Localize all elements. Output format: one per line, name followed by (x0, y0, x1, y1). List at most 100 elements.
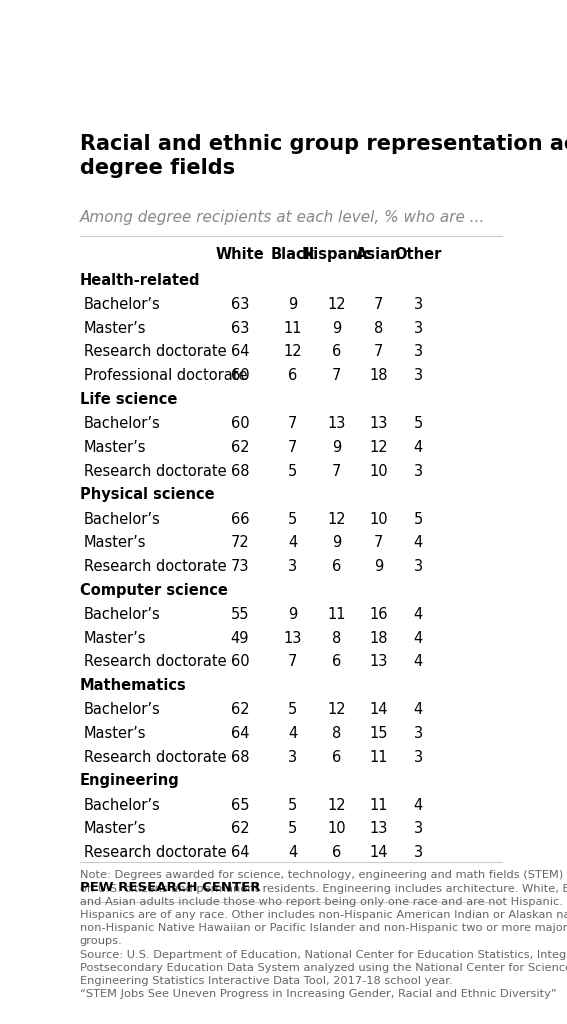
Text: 9: 9 (288, 297, 298, 312)
Text: Bachelor’s: Bachelor’s (84, 702, 161, 718)
Text: 3: 3 (413, 559, 422, 573)
Text: 9: 9 (332, 440, 341, 455)
Text: Master’s: Master’s (84, 321, 146, 336)
Text: 12: 12 (327, 702, 346, 718)
Text: Bachelor’s: Bachelor’s (84, 607, 161, 622)
Text: 68: 68 (231, 464, 249, 478)
Text: 10: 10 (369, 464, 388, 478)
Text: 11: 11 (369, 750, 388, 765)
Text: Among degree recipients at each level, % who are ...: Among degree recipients at each level, %… (79, 210, 485, 224)
Text: Health-related: Health-related (79, 272, 200, 288)
Text: 4: 4 (413, 536, 422, 550)
Text: 5: 5 (288, 464, 298, 478)
Text: 60: 60 (231, 416, 249, 431)
Text: 4: 4 (413, 798, 422, 813)
Text: Bachelor’s: Bachelor’s (84, 416, 161, 431)
Text: 5: 5 (288, 512, 298, 526)
Text: Research doctorate: Research doctorate (84, 654, 227, 670)
Text: 3: 3 (413, 726, 422, 741)
Text: 4: 4 (413, 631, 422, 646)
Text: 6: 6 (332, 750, 341, 765)
Text: Black: Black (270, 248, 315, 262)
Text: Asian: Asian (356, 248, 401, 262)
Text: 62: 62 (231, 702, 249, 718)
Text: 7: 7 (374, 536, 383, 550)
Text: 66: 66 (231, 512, 249, 526)
Text: 8: 8 (332, 726, 341, 741)
Text: 6: 6 (332, 559, 341, 573)
Text: 5: 5 (288, 798, 298, 813)
Text: 9: 9 (332, 321, 341, 336)
Text: Bachelor’s: Bachelor’s (84, 297, 161, 312)
Text: 7: 7 (332, 368, 341, 383)
Text: 63: 63 (231, 297, 249, 312)
Text: 11: 11 (284, 321, 302, 336)
Text: 11: 11 (369, 798, 388, 813)
Text: 5: 5 (413, 416, 422, 431)
Text: White: White (215, 248, 264, 262)
Text: 13: 13 (369, 416, 388, 431)
Text: Physical science: Physical science (79, 487, 214, 502)
Text: Research doctorate: Research doctorate (84, 559, 227, 573)
Text: 18: 18 (369, 631, 388, 646)
Text: 6: 6 (332, 344, 341, 359)
Text: 9: 9 (288, 607, 298, 622)
Text: 72: 72 (231, 536, 249, 550)
Text: Note: Degrees awarded for science, technology, engineering and math fields (STEM: Note: Degrees awarded for science, techn… (79, 870, 567, 999)
Text: 4: 4 (288, 726, 298, 741)
Text: 3: 3 (413, 750, 422, 765)
Text: 3: 3 (413, 297, 422, 312)
Text: 7: 7 (374, 297, 383, 312)
Text: 16: 16 (369, 607, 388, 622)
Text: PEW RESEARCH CENTER: PEW RESEARCH CENTER (79, 881, 260, 894)
Text: 63: 63 (231, 321, 249, 336)
Text: Racial and ethnic group representation across STEM
degree fields: Racial and ethnic group representation a… (79, 134, 567, 178)
Text: 14: 14 (369, 845, 388, 860)
Text: 60: 60 (231, 654, 249, 670)
Text: 64: 64 (231, 344, 249, 359)
Text: 18: 18 (369, 368, 388, 383)
Text: 13: 13 (284, 631, 302, 646)
Text: 7: 7 (288, 416, 298, 431)
Text: 12: 12 (327, 297, 346, 312)
Text: Professional doctorate: Professional doctorate (84, 368, 248, 383)
Text: 9: 9 (374, 559, 383, 573)
Text: Hispanic: Hispanic (302, 248, 372, 262)
Text: 3: 3 (413, 344, 422, 359)
Text: 3: 3 (413, 321, 422, 336)
Text: 3: 3 (413, 821, 422, 837)
Text: 13: 13 (369, 654, 388, 670)
Text: 12: 12 (284, 344, 302, 359)
Text: Master’s: Master’s (84, 440, 146, 455)
Text: Bachelor’s: Bachelor’s (84, 798, 161, 813)
Text: Master’s: Master’s (84, 631, 146, 646)
Text: 4: 4 (413, 702, 422, 718)
Text: 3: 3 (413, 464, 422, 478)
Text: 3: 3 (288, 750, 297, 765)
Text: Research doctorate: Research doctorate (84, 464, 227, 478)
Text: 15: 15 (369, 726, 388, 741)
Text: Mathematics: Mathematics (79, 678, 187, 693)
Text: Master’s: Master’s (84, 536, 146, 550)
Text: 55: 55 (231, 607, 249, 622)
Text: 11: 11 (328, 607, 346, 622)
Text: 7: 7 (288, 440, 298, 455)
Text: 7: 7 (332, 464, 341, 478)
Text: 49: 49 (231, 631, 249, 646)
Text: 13: 13 (328, 416, 346, 431)
Text: 3: 3 (413, 368, 422, 383)
Text: 14: 14 (369, 702, 388, 718)
Text: 12: 12 (369, 440, 388, 455)
Text: 6: 6 (288, 368, 298, 383)
Text: Master’s: Master’s (84, 821, 146, 837)
Text: 7: 7 (288, 654, 298, 670)
Text: Bachelor’s: Bachelor’s (84, 512, 161, 526)
Text: Computer science: Computer science (79, 583, 227, 598)
Text: 73: 73 (231, 559, 249, 573)
Text: 68: 68 (231, 750, 249, 765)
Text: 64: 64 (231, 726, 249, 741)
Text: 65: 65 (231, 798, 249, 813)
Text: Engineering: Engineering (79, 773, 179, 788)
Text: 6: 6 (332, 845, 341, 860)
Text: 12: 12 (327, 512, 346, 526)
